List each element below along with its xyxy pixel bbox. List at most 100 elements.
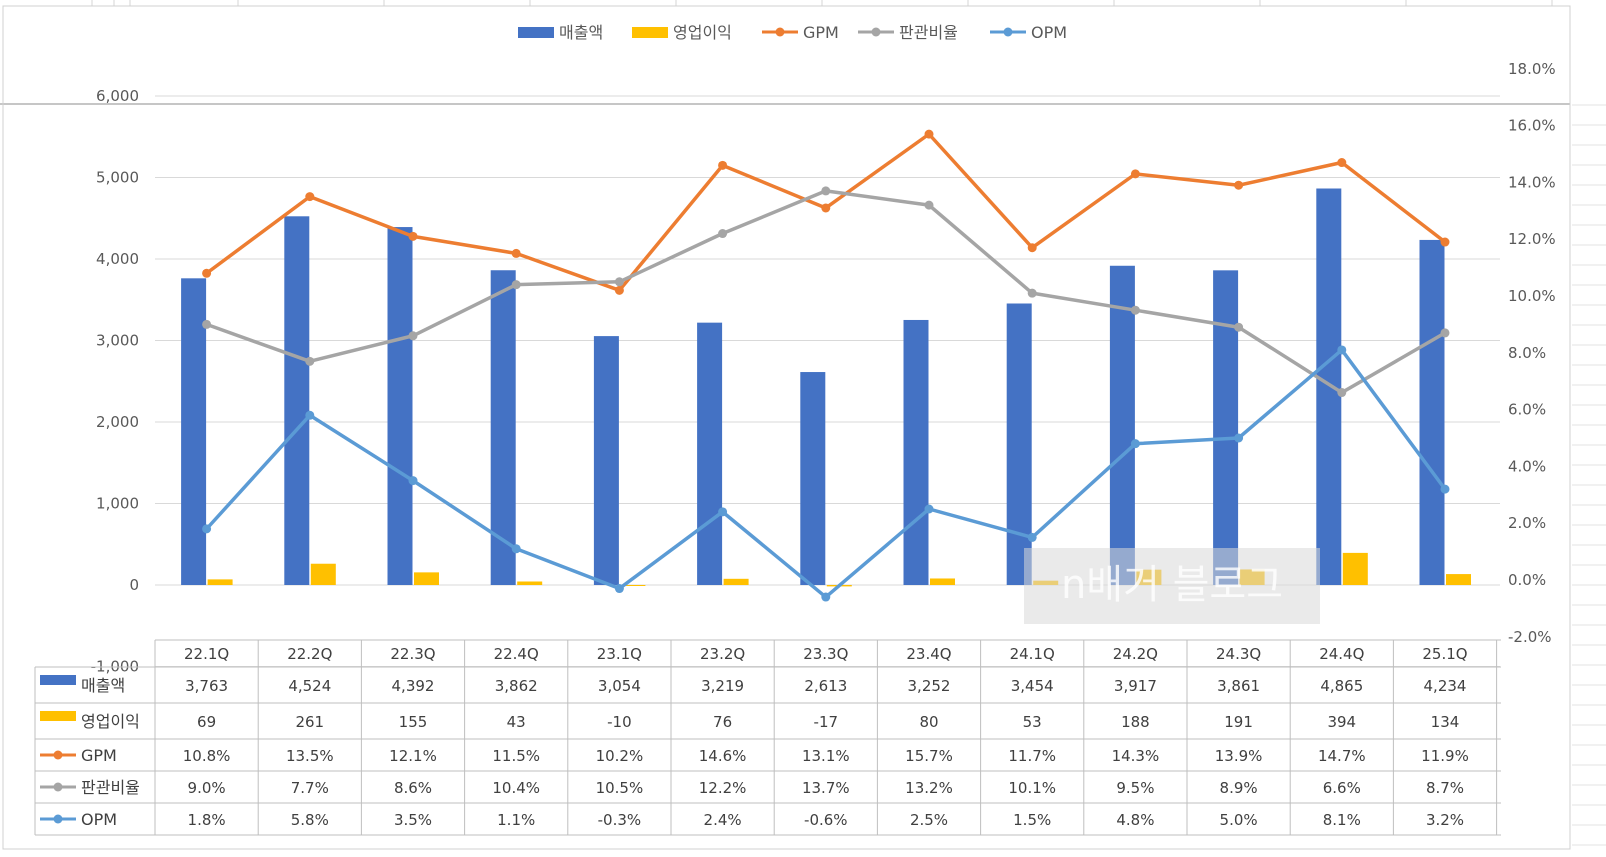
table-cell: 155 — [399, 713, 428, 731]
point-OPM-23.1Q — [614, 584, 624, 594]
table-header-23.3Q: 23.3Q — [803, 645, 848, 663]
table-cell: 8.1% — [1323, 811, 1361, 829]
left-axis-tick-label: 2,000 — [96, 413, 139, 431]
table-cell: 8.9% — [1220, 779, 1258, 797]
left-axis-tick-label: 4,000 — [96, 250, 139, 268]
bar-매출액-23.1Q — [593, 336, 619, 585]
point-GPM-24.2Q — [1130, 169, 1140, 179]
table-cell: 10.1% — [1008, 779, 1056, 797]
table-cell: 4,234 — [1424, 677, 1467, 695]
point-판관비율-24.3Q — [1234, 322, 1244, 332]
table-cell: 4,865 — [1320, 677, 1363, 695]
table-cell: 13.5% — [286, 747, 334, 765]
left-axis-tick-label: 1,000 — [96, 495, 139, 513]
table-header-23.1Q: 23.1Q — [597, 645, 642, 663]
table-cell: 12.2% — [699, 779, 747, 797]
table-cell: 43 — [507, 713, 526, 731]
point-판관비율-22.2Q — [305, 356, 315, 366]
table-header-24.4Q: 24.4Q — [1319, 645, 1364, 663]
point-GPM-24.1Q — [1027, 243, 1037, 253]
table-cell: 3,252 — [908, 677, 951, 695]
legend-label-영업이익: 영업이익 — [673, 23, 732, 42]
table-cell: 76 — [713, 713, 732, 731]
table-cell: 11.9% — [1421, 747, 1469, 765]
point-판관비율-22.3Q — [408, 331, 418, 341]
point-판관비율-22.1Q — [202, 319, 212, 329]
table-key-marker-OPM — [53, 814, 63, 824]
table-cell: 4.8% — [1116, 811, 1154, 829]
table-cell: -17 — [814, 713, 839, 731]
table-cell: 2.4% — [704, 811, 742, 829]
table-row-label-OPM: OPM — [81, 810, 117, 829]
table-header-24.2Q: 24.2Q — [1113, 645, 1158, 663]
table-cell: 12.1% — [389, 747, 437, 765]
point-OPM-24.4Q — [1337, 345, 1347, 355]
bar-매출액-22.2Q — [284, 216, 310, 585]
table-cell: 4,392 — [392, 677, 435, 695]
left-axis-tick-label: 0 — [129, 576, 139, 594]
legend: 매출액 영업이익 GPM 판관비율 OPM — [518, 23, 1067, 42]
table-cell: 15.7% — [905, 747, 953, 765]
table-cell: -0.6% — [804, 811, 848, 829]
watermark-text: n배거 블로그 — [1061, 562, 1283, 608]
bar-매출액-22.3Q — [387, 227, 413, 585]
table-cell: 53 — [1023, 713, 1042, 731]
right-axis-tick-label: 10.0% — [1508, 287, 1556, 305]
point-판관비율-22.4Q — [511, 280, 521, 290]
legend-marker-OPM — [1003, 27, 1013, 37]
table-cell: 14.7% — [1318, 747, 1366, 765]
right-axis-tick-label: 0.0% — [1508, 571, 1546, 589]
table-header-22.3Q: 22.3Q — [390, 645, 435, 663]
table-cell: 13.9% — [1215, 747, 1263, 765]
table-cell: 14.6% — [699, 747, 747, 765]
bar-매출액-24.4Q — [1316, 188, 1342, 585]
bar-매출액-23.2Q — [697, 322, 723, 585]
right-axis-tick-label: 2.0% — [1508, 514, 1546, 532]
point-GPM-24.4Q — [1337, 158, 1347, 168]
table-key-영업이익 — [40, 711, 76, 721]
point-GPM-22.3Q — [408, 231, 418, 241]
point-GPM-23.4Q — [924, 129, 934, 139]
point-판관비율-25.1Q — [1440, 328, 1450, 338]
legend-label-OPM: OPM — [1031, 23, 1067, 42]
table-cell: 11.5% — [492, 747, 540, 765]
table-cell: 134 — [1431, 713, 1460, 731]
point-OPM-22.3Q — [408, 476, 418, 486]
table-cell: 2.5% — [910, 811, 948, 829]
table-cell: 1.1% — [497, 811, 535, 829]
point-GPM-25.1Q — [1440, 237, 1450, 247]
table-cell: 9.0% — [188, 779, 226, 797]
table-cell: 7.7% — [291, 779, 329, 797]
table-cell: 8.6% — [394, 779, 432, 797]
bar-매출액-24.3Q — [1213, 270, 1239, 585]
point-OPM-24.1Q — [1027, 532, 1037, 542]
right-axis-tick-label: 18.0% — [1508, 60, 1556, 78]
right-axis: 18.0% 16.0% 14.0% 12.0% 10.0% 8.0% 6.0% 4.0% 2.0… — [1508, 60, 1556, 646]
table-cell: 14.3% — [1112, 747, 1160, 765]
table-row-label-GPM: GPM — [81, 746, 117, 765]
bar-영업이익-22.3Q — [414, 572, 439, 585]
watermark-box — [1024, 548, 1320, 624]
table-cell: 1.5% — [1013, 811, 1051, 829]
bar-매출액-22.4Q — [490, 270, 516, 585]
point-판관비율-23.1Q — [614, 277, 624, 287]
right-axis-tick-label: 4.0% — [1508, 457, 1546, 475]
table-cell: 10.8% — [183, 747, 231, 765]
table-cell: 3.5% — [394, 811, 432, 829]
table-key-marker-GPM — [53, 750, 63, 760]
point-판관비율-24.4Q — [1337, 388, 1347, 398]
right-axis-tick-label: 14.0% — [1508, 173, 1556, 191]
table-cell: 261 — [295, 713, 324, 731]
table-cell: 1.8% — [188, 811, 226, 829]
point-OPM-25.1Q — [1440, 484, 1450, 494]
point-판관비율-24.2Q — [1130, 305, 1140, 315]
bar-매출액-25.1Q — [1419, 239, 1445, 585]
table-cell: 9.5% — [1116, 779, 1154, 797]
table-cell: 5.0% — [1220, 811, 1258, 829]
point-OPM-23.3Q — [821, 592, 831, 602]
watermark: n배거 블로그 — [1024, 548, 1320, 624]
table-cell: 3,219 — [701, 677, 744, 695]
chart-area-border — [2, 5, 1571, 850]
bar-영업이익-23.4Q — [930, 578, 955, 585]
table-row-label-판관비율: 판관비율 — [81, 778, 140, 797]
